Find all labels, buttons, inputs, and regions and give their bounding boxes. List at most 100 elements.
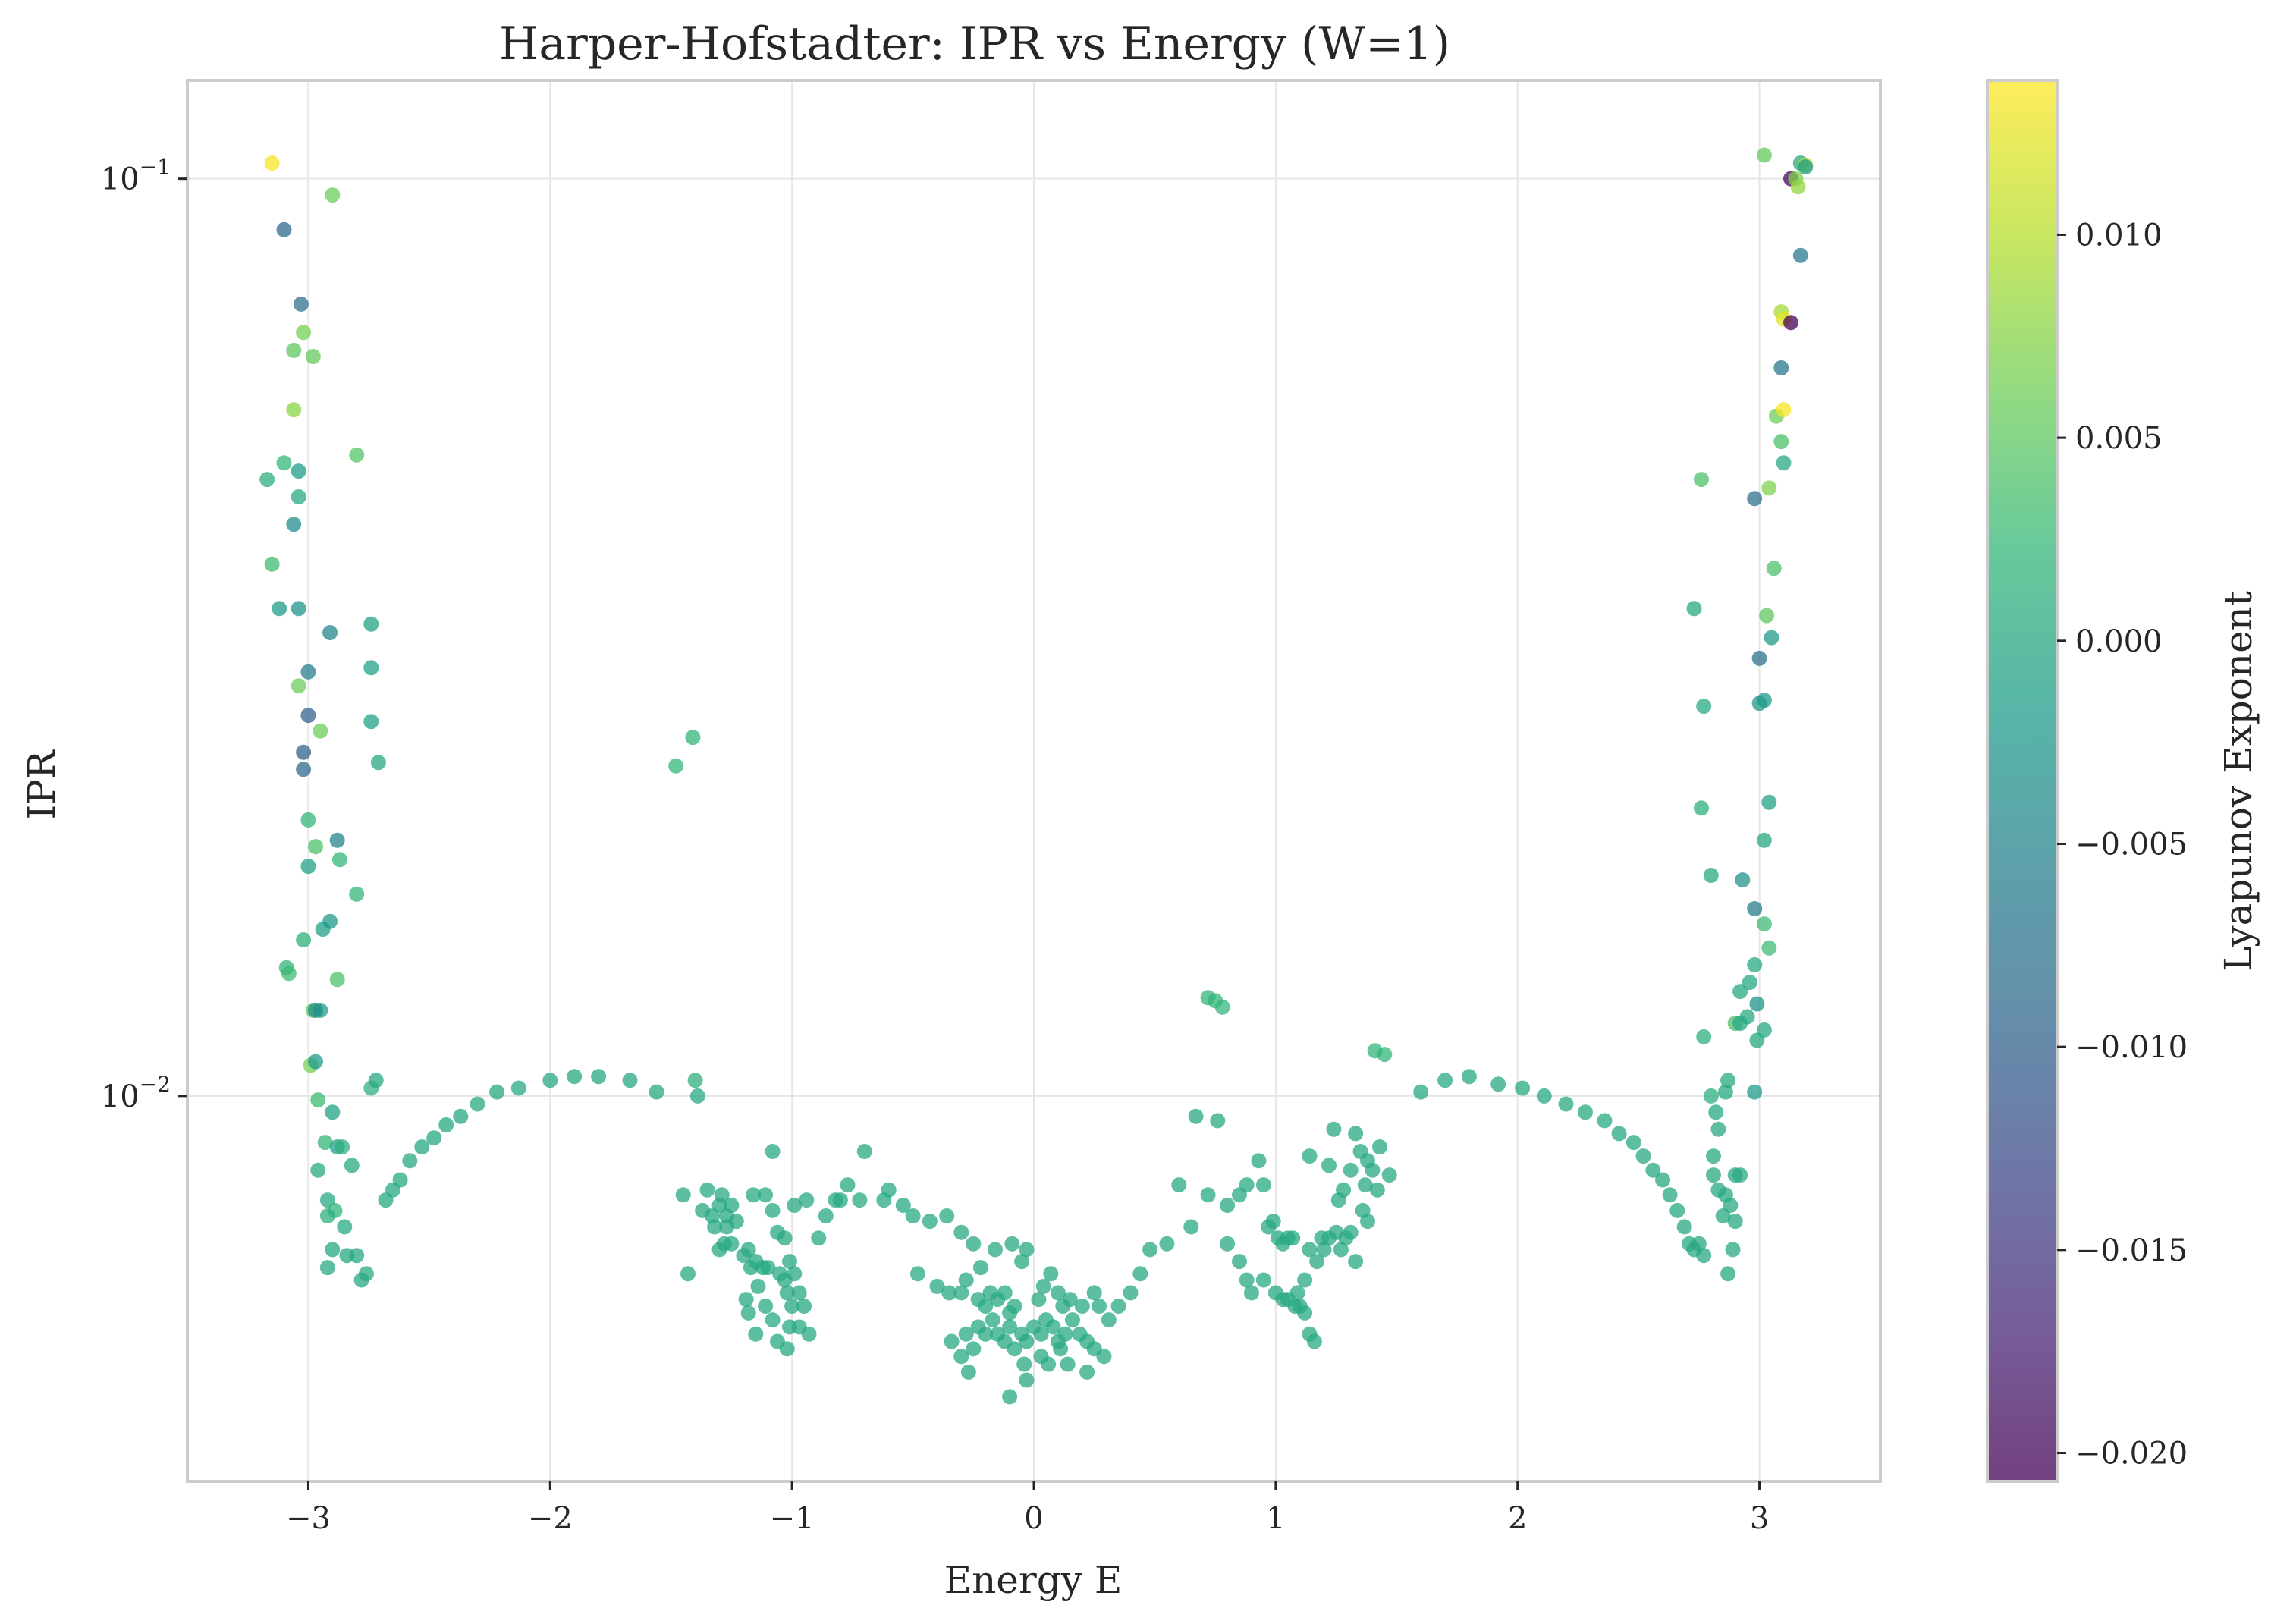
data-point — [958, 1326, 974, 1342]
data-point — [337, 1219, 353, 1235]
data-point — [1031, 1292, 1047, 1308]
data-point — [1365, 1162, 1381, 1178]
data-point — [1065, 1312, 1080, 1328]
data-point — [1735, 872, 1751, 888]
data-point — [1074, 1299, 1090, 1314]
data-point — [1597, 1113, 1613, 1129]
data-point — [453, 1108, 469, 1124]
data-point — [966, 1236, 982, 1252]
data-point — [1297, 1272, 1313, 1288]
data-point — [325, 1104, 341, 1120]
data-point — [799, 1192, 815, 1208]
data-point — [363, 616, 379, 632]
data-point — [1676, 1219, 1692, 1235]
data-point — [978, 1299, 994, 1314]
data-point — [738, 1292, 754, 1308]
data-point — [272, 601, 287, 617]
data-point — [1694, 472, 1709, 488]
colorbar-tick-label: 0.010 — [2075, 218, 2163, 253]
data-point — [1490, 1076, 1506, 1092]
data-point — [308, 1054, 323, 1070]
data-point — [750, 1278, 766, 1294]
data-point — [1708, 1104, 1724, 1120]
data-point — [1110, 1299, 1126, 1314]
y-tick-label: 10−1 — [101, 155, 171, 197]
x-tick-label: 1 — [1266, 1501, 1285, 1536]
data-point — [840, 1177, 856, 1193]
data-point — [349, 1248, 365, 1264]
data-point — [1159, 1236, 1175, 1252]
data-point — [1309, 1254, 1325, 1270]
data-point — [331, 852, 347, 868]
data-point — [1079, 1364, 1095, 1380]
data-point — [1123, 1285, 1139, 1301]
data-point — [300, 859, 316, 875]
data-point — [281, 966, 297, 982]
data-point — [363, 660, 379, 676]
data-point — [335, 1139, 350, 1154]
data-point — [765, 1312, 781, 1328]
data-point — [1214, 999, 1230, 1015]
data-point — [922, 1214, 938, 1230]
data-point — [1783, 315, 1798, 331]
data-point — [1536, 1088, 1552, 1104]
data-point — [300, 708, 316, 724]
data-point — [1019, 1333, 1035, 1349]
data-point — [796, 1299, 812, 1314]
data-point — [779, 1285, 795, 1301]
data-point — [1244, 1285, 1259, 1301]
data-point — [1756, 916, 1772, 932]
data-point — [438, 1117, 454, 1132]
data-point — [329, 832, 345, 848]
data-point — [286, 402, 302, 418]
data-point — [649, 1084, 664, 1100]
grid — [187, 80, 1880, 1481]
data-point — [1343, 1224, 1359, 1240]
data-point — [1239, 1272, 1255, 1288]
data-point — [1096, 1349, 1112, 1365]
data-point — [1691, 1236, 1707, 1252]
data-point — [675, 1187, 691, 1203]
data-point — [699, 1182, 715, 1198]
data-point — [787, 1266, 803, 1282]
data-point — [929, 1278, 945, 1294]
data-point — [1255, 1272, 1271, 1288]
data-point — [296, 932, 312, 947]
data-point — [567, 1069, 583, 1085]
data-point — [359, 1266, 374, 1282]
data-point — [1723, 1198, 1739, 1213]
data-point — [909, 1266, 925, 1282]
data-point — [1002, 1389, 1018, 1405]
data-point — [308, 1002, 323, 1018]
data-point — [782, 1319, 797, 1335]
data-point — [1321, 1158, 1337, 1173]
data-point — [1696, 1029, 1712, 1044]
data-point — [296, 744, 312, 760]
data-point — [1251, 1153, 1267, 1169]
data-point — [1751, 650, 1767, 666]
data-point — [944, 1333, 960, 1349]
data-point — [1626, 1135, 1641, 1151]
data-point — [765, 1144, 781, 1159]
data-point — [1232, 1254, 1247, 1270]
data-point — [296, 762, 312, 777]
data-point — [960, 1364, 976, 1380]
data-point — [291, 463, 306, 479]
data-point — [286, 342, 302, 358]
data-point — [1720, 1073, 1736, 1088]
data-point — [787, 1198, 803, 1213]
data-point — [1732, 1167, 1748, 1183]
data-point — [1694, 800, 1709, 816]
data-point — [291, 601, 306, 617]
data-point — [1792, 247, 1808, 263]
data-point — [368, 1073, 384, 1088]
data-point — [953, 1285, 969, 1301]
data-point — [1239, 1177, 1255, 1193]
data-point — [1747, 956, 1763, 972]
data-point — [1761, 480, 1777, 496]
data-point — [748, 1326, 764, 1342]
data-point — [317, 1135, 333, 1151]
data-point — [687, 1073, 703, 1088]
data-point — [1057, 1326, 1073, 1342]
